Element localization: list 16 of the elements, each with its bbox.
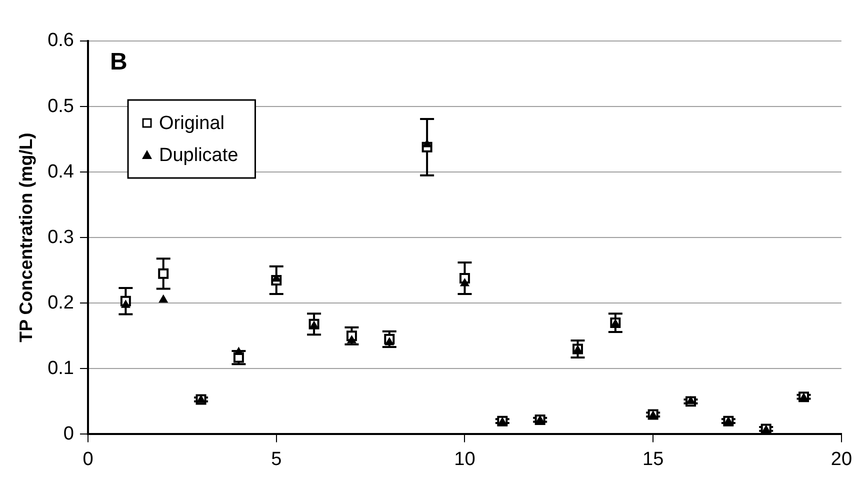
x-tick-label: 5 bbox=[271, 448, 282, 470]
y-tick-label: 0.6 bbox=[48, 30, 74, 52]
x-tick-label: 0 bbox=[82, 448, 94, 470]
x-tick-label: 20 bbox=[830, 448, 852, 470]
annotation: B bbox=[110, 48, 128, 76]
legend-label: Original bbox=[159, 113, 224, 134]
y-tick-label: 0 bbox=[63, 423, 74, 444]
legend-label: Duplicate bbox=[159, 145, 238, 166]
y-tick-label: 0.4 bbox=[48, 161, 74, 182]
y-axis-title: TP Concentration (mg/L) bbox=[16, 132, 36, 342]
y-tick-label: 0.1 bbox=[48, 358, 74, 379]
y-tick-label: 0.2 bbox=[48, 292, 74, 314]
y-tick-label: 0.3 bbox=[48, 226, 74, 248]
x-tick-label: 15 bbox=[642, 448, 664, 470]
y-tick-label: 0.5 bbox=[48, 96, 74, 117]
x-tick-label: 10 bbox=[454, 448, 476, 470]
